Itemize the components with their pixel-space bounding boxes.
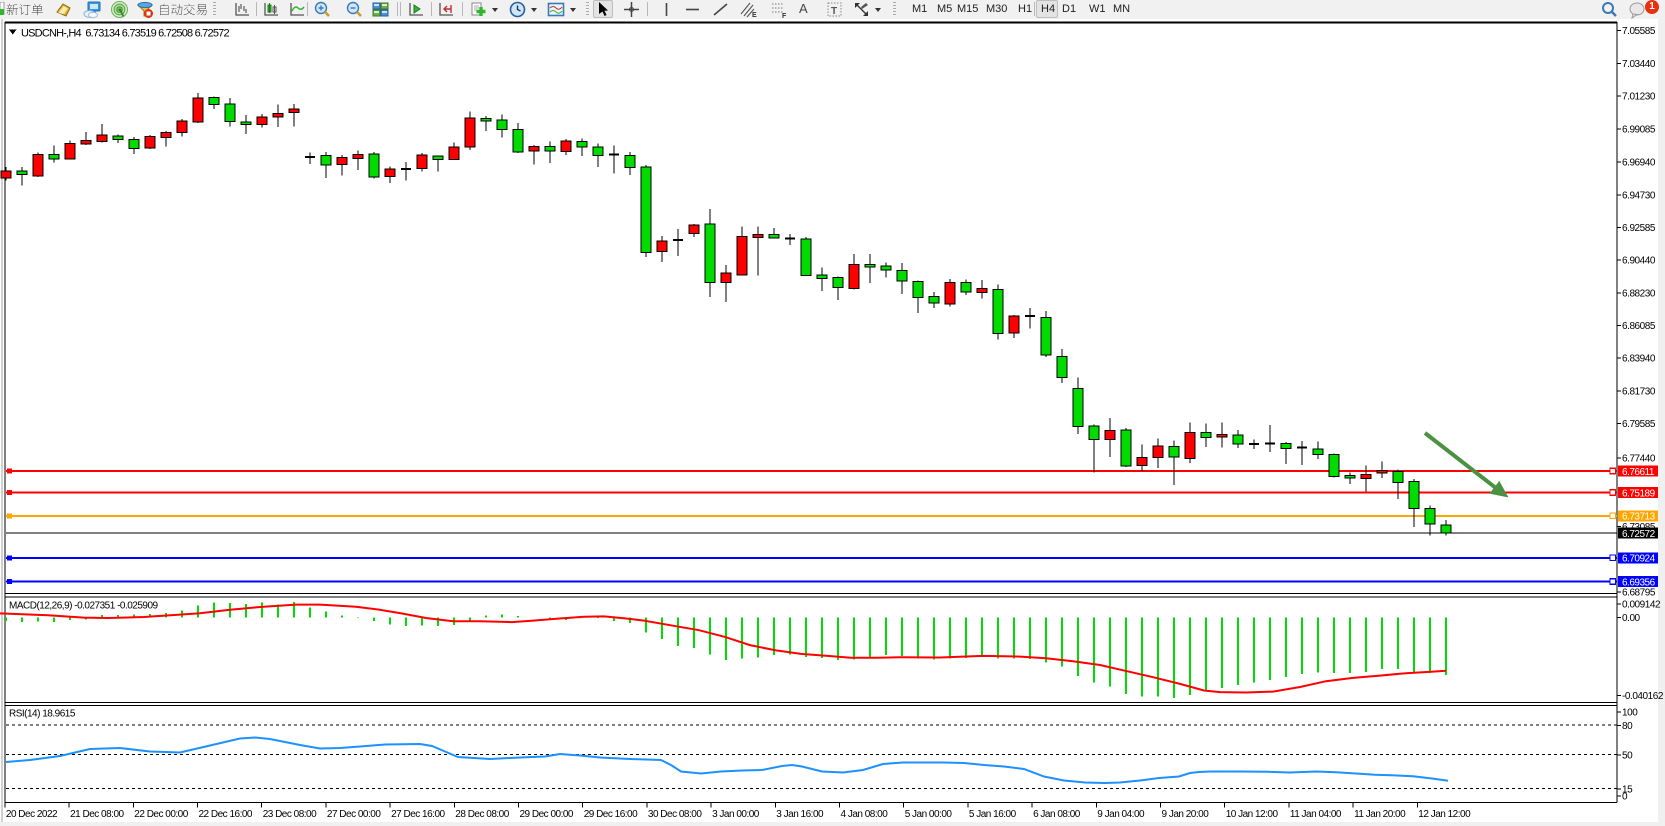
svg-text:50: 50: [1622, 750, 1633, 761]
svg-text:23 Dec 08:00: 23 Dec 08:00: [263, 809, 317, 820]
svg-text:10 Jan 12:00: 10 Jan 12:00: [1226, 809, 1279, 820]
svg-text:11 Jan 04:00: 11 Jan 04:00: [1290, 809, 1342, 820]
svg-text:7.01230: 7.01230: [1622, 92, 1656, 103]
svg-text:0: 0: [1622, 792, 1628, 803]
svg-text:6.72572: 6.72572: [1622, 529, 1656, 540]
svg-text:6 Jan 08:00: 6 Jan 08:00: [1033, 809, 1081, 820]
svg-text:6.68795: 6.68795: [1622, 588, 1656, 599]
svg-text:22 Dec 00:00: 22 Dec 00:00: [134, 809, 188, 820]
svg-text:20 Dec 2022: 20 Dec 2022: [6, 809, 58, 820]
svg-text:80: 80: [1622, 721, 1633, 732]
svg-text:100: 100: [1622, 707, 1638, 718]
svg-text:RSI(14) 18.9615: RSI(14) 18.9615: [9, 709, 76, 720]
svg-text:T: T: [831, 6, 837, 17]
svg-text:22 Dec 16:00: 22 Dec 16:00: [199, 809, 253, 820]
svg-text:7.05585: 7.05585: [1622, 26, 1656, 37]
svg-text:6.77440: 6.77440: [1622, 454, 1656, 465]
svg-text:6.75189: 6.75189: [1622, 488, 1656, 499]
svg-text:5 Jan 00:00: 5 Jan 00:00: [905, 809, 953, 820]
svg-text:6.81730: 6.81730: [1622, 387, 1656, 398]
svg-text:11 Jan 20:00: 11 Jan 20:00: [1354, 809, 1406, 820]
svg-text:6.88230: 6.88230: [1622, 289, 1656, 300]
svg-text:6.83940: 6.83940: [1622, 354, 1656, 365]
svg-text:28 Dec 08:00: 28 Dec 08:00: [455, 809, 509, 820]
svg-text:6.86085: 6.86085: [1622, 321, 1656, 332]
svg-text:F: F: [782, 13, 787, 18]
svg-text:3 Jan 16:00: 3 Jan 16:00: [776, 809, 824, 820]
svg-text:4 Jan 08:00: 4 Jan 08:00: [841, 809, 889, 820]
svg-text:-0.040162: -0.040162: [1622, 691, 1664, 702]
svg-text:USDCNH-,H4 6.73134 6.73519 6.: USDCNH-,H4 6.73134 6.73519 6.72508 6.725…: [21, 28, 229, 40]
svg-text:6.92585: 6.92585: [1622, 223, 1656, 234]
svg-text:6.96940: 6.96940: [1622, 158, 1656, 169]
svg-text:0.00: 0.00: [1622, 613, 1641, 624]
svg-text:30 Dec 08:00: 30 Dec 08:00: [648, 809, 702, 820]
svg-text:MACD(12,26,9) -0.027351 -0.025: MACD(12,26,9) -0.027351 -0.025909: [9, 601, 159, 612]
svg-text:7.03440: 7.03440: [1622, 59, 1656, 70]
svg-text:5 Jan 16:00: 5 Jan 16:00: [969, 809, 1017, 820]
svg-text:21 Dec 08:00: 21 Dec 08:00: [70, 809, 124, 820]
svg-text:6.70924: 6.70924: [1622, 554, 1656, 565]
svg-text:29 Dec 16:00: 29 Dec 16:00: [584, 809, 638, 820]
svg-text:9 Jan 20:00: 9 Jan 20:00: [1162, 809, 1210, 820]
svg-text:27 Dec 16:00: 27 Dec 16:00: [391, 809, 445, 820]
svg-text:6.73713: 6.73713: [1622, 512, 1656, 523]
svg-text:12 Jan 12:00: 12 Jan 12:00: [1418, 809, 1471, 820]
svg-text:6.76611: 6.76611: [1622, 467, 1655, 478]
svg-text:3 Jan 00:00: 3 Jan 00:00: [712, 809, 760, 820]
svg-text:6.69356: 6.69356: [1622, 577, 1656, 588]
svg-text:15: 15: [1622, 785, 1633, 796]
svg-text:29 Dec 00:00: 29 Dec 00:00: [520, 809, 574, 820]
svg-text:0.009142: 0.009142: [1622, 600, 1661, 611]
svg-text:6.99085: 6.99085: [1622, 125, 1656, 136]
svg-text:6.90440: 6.90440: [1622, 256, 1656, 267]
svg-text:9 Jan 04:00: 9 Jan 04:00: [1097, 809, 1145, 820]
svg-text:6.94730: 6.94730: [1622, 191, 1656, 202]
svg-text:E: E: [752, 12, 757, 18]
svg-text:27 Dec 00:00: 27 Dec 00:00: [327, 809, 381, 820]
svg-text:6.79585: 6.79585: [1622, 419, 1656, 430]
